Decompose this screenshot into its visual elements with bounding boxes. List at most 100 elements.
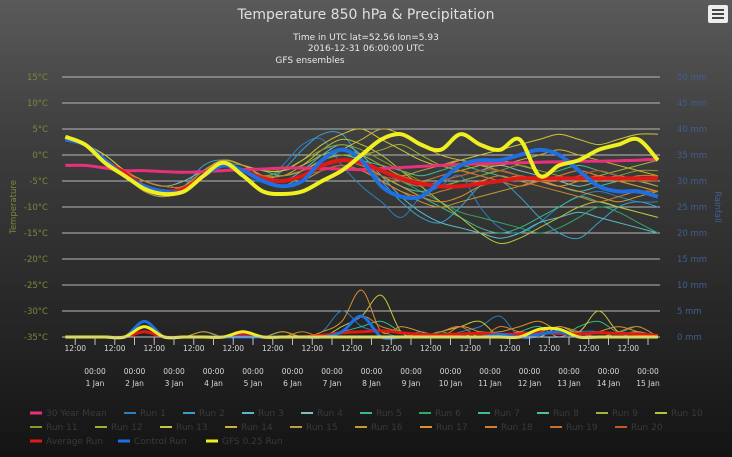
temp-line-control-run[interactable] (64, 137, 659, 201)
legend-label: GFS 0.25 Run (222, 437, 283, 447)
legend-label: Average Run (46, 437, 103, 447)
legend-label: Run 1 (140, 409, 166, 419)
legend-item-run-12[interactable]: Run 12 (95, 423, 143, 433)
legend-label: Run 13 (176, 423, 208, 433)
source-label: GFS ensembles (275, 56, 345, 66)
legend-item-run-1[interactable]: Run 1 (124, 409, 166, 419)
chart-subtitle-line-2: 2016-12-31 06:00:00 UTC (308, 44, 424, 54)
y-left-tick-label: -15°C (24, 229, 48, 239)
legend-item-run-20[interactable]: Run 20 (615, 423, 663, 433)
y-left-tick-label: -30°C (24, 307, 48, 317)
x-major-date-label: 9 Jan (402, 379, 421, 388)
chart-subtitle-line-1: Time in UTC lat=52.56 lon=5.93 (292, 33, 439, 43)
x-major-date-label: 2 Jan (125, 379, 144, 388)
legend-label: Run 20 (631, 423, 663, 433)
y-left-tick-label: -35°C (24, 333, 48, 343)
x-minor-label: 12:00 (459, 344, 481, 353)
legend-item-run-13[interactable]: Run 13 (160, 423, 208, 433)
legend-item-control-run[interactable]: Control Run (118, 437, 187, 447)
x-major-date-label: 15 Jan (636, 379, 660, 388)
y-left-tick-label: -10°C (24, 203, 48, 213)
legend-label: Run 4 (317, 409, 343, 419)
y-axis-right-label: Rainfall (712, 191, 722, 223)
x-major-time-label: 00:00 (282, 367, 304, 376)
legend-item-run-6[interactable]: Run 6 (419, 409, 461, 419)
x-major-date-label: 1 Jan (86, 379, 105, 388)
chart-menu-button[interactable] (708, 5, 728, 23)
legend-label: Run 17 (436, 423, 468, 433)
x-major-date-label: 8 Jan (362, 379, 381, 388)
legend-item-average-run[interactable]: Average Run (30, 437, 103, 447)
legend-item-run-17[interactable]: Run 17 (420, 423, 468, 433)
x-major-date-label: 10 Jan (439, 379, 463, 388)
temp-line-run-1[interactable] (65, 137, 658, 234)
x-minor-label: 12:00 (499, 344, 521, 353)
hamburger-menu-icon (712, 9, 724, 11)
legend-item-run-3[interactable]: Run 3 (242, 409, 284, 419)
legend-item-30-year-mean[interactable]: 30 Year Mean (30, 409, 107, 419)
x-major-time-label: 00:00 (558, 367, 580, 376)
y-right-tick-label: 25 mm (677, 203, 707, 213)
y-right-tick-label: 35 mm (677, 151, 707, 161)
legend-label: Run 2 (199, 409, 225, 419)
legend-label: Run 10 (671, 409, 703, 419)
y-right-tick-label: 0 mm (677, 333, 702, 343)
temp-line-run-19[interactable] (65, 138, 658, 189)
y-left-tick-label: 10°C (27, 99, 48, 109)
x-minor-label: 12:00 (617, 344, 639, 353)
legend-item-run-15[interactable]: Run 15 (290, 423, 338, 433)
legend-label: Run 19 (566, 423, 598, 433)
x-major-date-label: 13 Jan (557, 379, 581, 388)
legend-item-run-16[interactable]: Run 16 (355, 423, 403, 433)
hamburger-menu-icon-bar (712, 17, 724, 19)
x-minor-label: 12:00 (341, 344, 363, 353)
legend-label: Run 16 (371, 423, 403, 433)
x-major-time-label: 00:00 (163, 367, 185, 376)
x-major-time-label: 00:00 (242, 367, 264, 376)
y-left-tick-label: -5°C (29, 177, 48, 187)
legend-item-run-4[interactable]: Run 4 (301, 409, 343, 419)
y-right-tick-label: 10 mm (677, 281, 707, 291)
y-right-tick-label: 15 mm (677, 255, 707, 265)
x-major-time-label: 00:00 (400, 367, 422, 376)
x-major-date-label: 14 Jan (597, 379, 621, 388)
y-right-tick-label: 5 mm (677, 307, 702, 317)
x-minor-label: 12:00 (301, 344, 323, 353)
legend-item-run-8[interactable]: Run 8 (537, 409, 579, 419)
x-minor-label: 12:00 (380, 344, 402, 353)
x-major-date-label: 11 Jan (478, 379, 502, 388)
x-major-time-label: 00:00 (440, 367, 462, 376)
x-major-date-label: 7 Jan (323, 379, 342, 388)
legend-item-gfs-0-25-run[interactable]: GFS 0.25 Run (206, 437, 283, 447)
x-major-time-label: 00:00 (124, 367, 146, 376)
x-major-date-label: 5 Jan (244, 379, 263, 388)
hamburger-menu-icon-bar (712, 13, 724, 15)
legend-label: Run 11 (46, 423, 78, 433)
x-minor-label: 12:00 (262, 344, 284, 353)
x-minor-label: 12:00 (538, 344, 560, 353)
legend-label: 30 Year Mean (46, 409, 107, 419)
legend-label: Run 12 (111, 423, 143, 433)
legend-label: Run 6 (435, 409, 461, 419)
legend-item-run-18[interactable]: Run 18 (485, 423, 533, 433)
legend-label: Run 15 (306, 423, 338, 433)
legend-item-run-10[interactable]: Run 10 (655, 409, 703, 419)
temp-line-gfs-0-25-run[interactable] (64, 132, 660, 197)
x-minor-label: 12:00 (64, 344, 86, 353)
legend-item-run-5[interactable]: Run 5 (360, 409, 402, 419)
legend-item-run-19[interactable]: Run 19 (550, 423, 598, 433)
legend-label: Control Run (134, 437, 187, 447)
x-major-date-label: 12 Jan (518, 379, 542, 388)
y-left-tick-label: 0°C (32, 151, 48, 161)
legend-item-run-7[interactable]: Run 7 (478, 409, 520, 419)
legend-item-run-9[interactable]: Run 9 (596, 409, 638, 419)
x-major-time-label: 00:00 (321, 367, 343, 376)
temp-line-30-year-mean[interactable] (65, 157, 658, 174)
legend-item-run-2[interactable]: Run 2 (183, 409, 225, 419)
y-right-tick-label: 20 mm (677, 229, 707, 239)
legend-item-run-14[interactable]: Run 14 (225, 423, 273, 433)
x-major-time-label: 00:00 (598, 367, 620, 376)
legend-item-run-11[interactable]: Run 11 (30, 423, 78, 433)
x-major-time-label: 00:00 (519, 367, 541, 376)
